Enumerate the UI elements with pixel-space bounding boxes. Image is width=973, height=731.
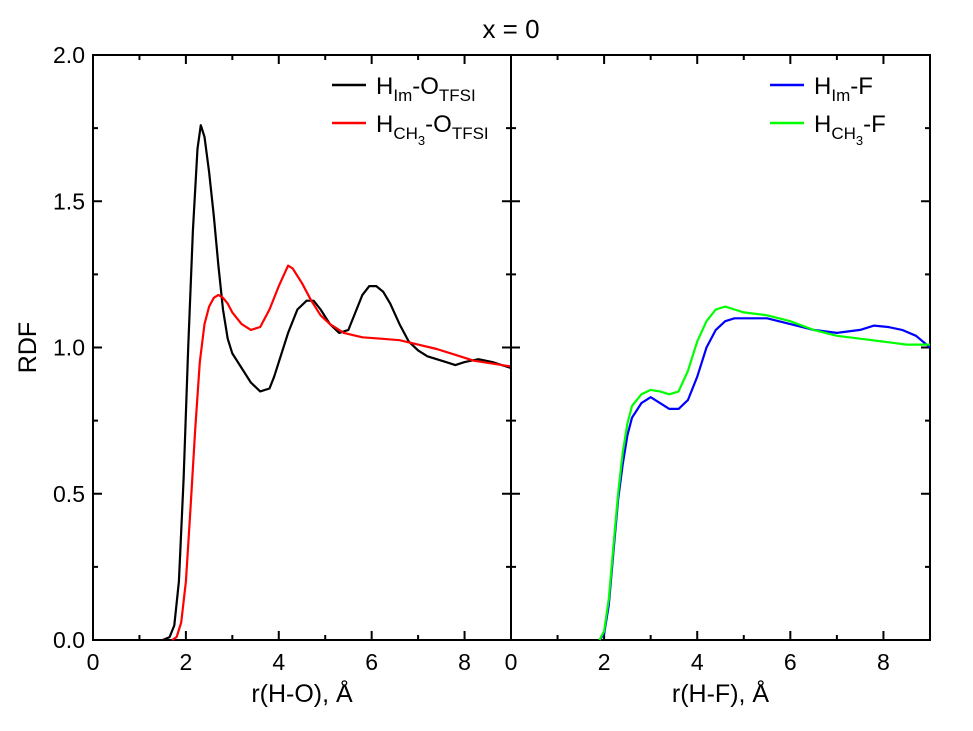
y-tick-label: 0.5 (53, 481, 85, 507)
series-line-2-1 (598, 317, 931, 641)
x-axis-label: r(H-F), Å (672, 678, 770, 708)
x-tick-label: 4 (691, 649, 704, 675)
legend-label: HCH3-F (814, 111, 886, 148)
figure-title: x = 0 (482, 14, 539, 44)
y-tick-label: 1.5 (53, 188, 85, 214)
y-tick-label: 0.0 (53, 627, 85, 653)
plot-area: 0 2 4 6 8 0.0 0.5 1.0 1.5 2.0 r(H-O), Å RDF HIm-OTFS… (14, 42, 931, 708)
x-tick-label: 6 (784, 649, 797, 675)
panel-frame (510, 54, 931, 641)
panel-1: 0 2 4 6 8 0.0 0.5 1.0 1.5 2.0 r(H-O), Å RDF HIm-OTFS… (14, 42, 512, 708)
series-line-2-2 (598, 305, 930, 641)
legend: HIm-F HCH3-F (770, 73, 886, 148)
x-tick-label: 8 (877, 649, 890, 675)
x-tick-label: 2 (598, 649, 611, 675)
panel-frame (92, 54, 512, 641)
x-tick-label: 8 (458, 649, 471, 675)
y-tick-label: 2.0 (53, 42, 85, 68)
legend-label: HIm-OTFSI (376, 73, 476, 105)
legend-label: HCH3-OTFSI (376, 111, 489, 148)
x-tick-label: 0 (505, 649, 518, 675)
legend: HIm-OTFSI HCH3-OTFSI (332, 73, 489, 148)
x-axis-label: r(H-O), Å (251, 678, 353, 708)
x-tick-label: 0 (87, 649, 100, 675)
x-tick-label: 2 (179, 649, 192, 675)
panel-2: 0 2 4 6 8 r(H-F), Å HIm-F HCH3-F (505, 54, 931, 708)
y-axis-label: RDF (14, 322, 42, 373)
series-line-1-1 (162, 124, 512, 642)
legend-label: HIm-F (814, 73, 873, 105)
x-tick-label: 4 (272, 649, 285, 675)
x-tick-label: 6 (365, 649, 378, 675)
series-line-1-2 (171, 264, 512, 641)
y-tick-label: 1.0 (53, 335, 85, 361)
